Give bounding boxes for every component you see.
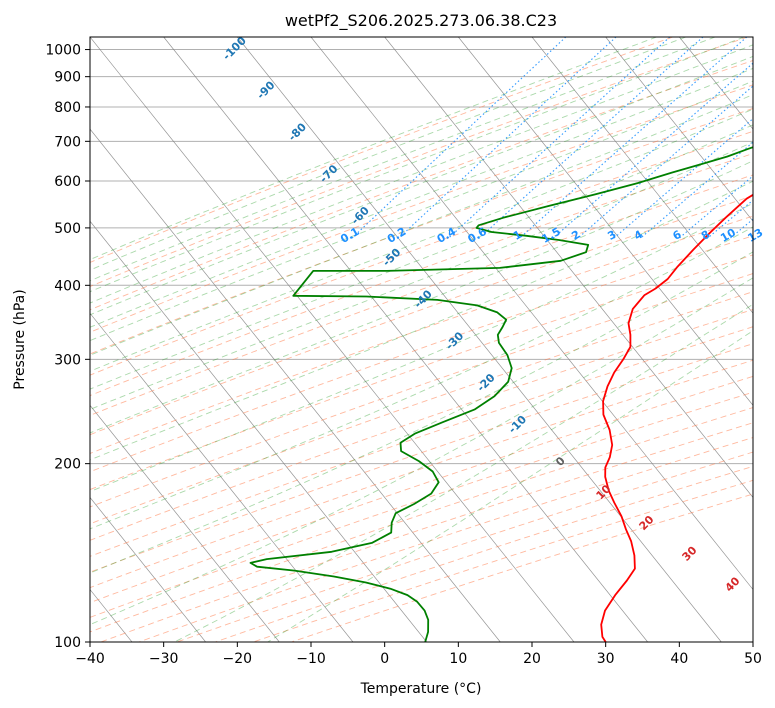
isotherm-line bbox=[90, 312, 354, 642]
isotherm-line bbox=[531, 37, 753, 314]
plot-frame bbox=[89, 36, 754, 643]
moist-adiabat-line bbox=[90, 160, 753, 434]
y-tick-label: 300 bbox=[54, 352, 81, 368]
dry-adiabat-line bbox=[90, 375, 753, 604]
moist-adiabat-line bbox=[90, 180, 753, 461]
isotherm-line bbox=[90, 37, 575, 642]
x-tick-label: 30 bbox=[597, 651, 615, 667]
mixing-ratio-line bbox=[478, 37, 704, 239]
dry-adiabat-line bbox=[90, 130, 753, 376]
chart-title: wetPf2_S206.2025.273.06.38.C23 bbox=[285, 11, 557, 31]
mixing-ratio-line bbox=[639, 141, 753, 239]
dry-adiabat-line bbox=[90, 37, 673, 263]
moist-adiabat-line bbox=[90, 94, 753, 356]
y-tick-label: 200 bbox=[54, 457, 81, 473]
x-tick-label: −40 bbox=[75, 651, 105, 667]
moist-adiabat-line bbox=[90, 124, 753, 390]
x-axis-ticks: −40 −30 −20 −10 0 10 20 30 40 50 bbox=[75, 642, 762, 667]
dry-adiabat-line bbox=[90, 37, 748, 287]
sounding-series bbox=[249, 146, 753, 642]
mixing-ratio-line bbox=[552, 62, 753, 239]
y-tick-label: 1000 bbox=[45, 43, 81, 59]
isotherm-line bbox=[0, 37, 58, 642]
dry-adiabat-line bbox=[90, 174, 753, 416]
x-tick-label: −20 bbox=[223, 651, 253, 667]
mixing-ratio-line bbox=[519, 37, 748, 239]
isotherm-line bbox=[752, 37, 753, 38]
moist-adiabat-line bbox=[90, 55, 753, 316]
y-tick-label: 600 bbox=[54, 174, 81, 190]
isotherm-line bbox=[90, 404, 280, 642]
isotherm-line bbox=[90, 128, 501, 642]
dry-adiabat-line bbox=[90, 343, 753, 573]
y-tick-label: 900 bbox=[54, 70, 81, 86]
isotherm-line bbox=[458, 37, 753, 406]
moist-adiabat-line bbox=[90, 37, 716, 282]
x-tick-label: −10 bbox=[296, 651, 326, 667]
y-tick-label: 400 bbox=[54, 278, 81, 294]
y-tick-label: 800 bbox=[54, 100, 81, 116]
y-tick-label: 700 bbox=[54, 134, 81, 150]
dry-adiabat-line bbox=[90, 84, 753, 333]
background-lines bbox=[0, 37, 775, 642]
x-tick-label: −30 bbox=[149, 651, 179, 667]
dry-adiabat-line bbox=[90, 195, 753, 436]
isotherm-line bbox=[237, 37, 722, 642]
moist-adiabat-line bbox=[90, 37, 687, 271]
x-tick-label: 10 bbox=[449, 651, 467, 667]
plot-background bbox=[90, 37, 753, 642]
x-tick-label: 0 bbox=[380, 651, 389, 667]
x-tick-label: 50 bbox=[744, 651, 762, 667]
y-tick-label: 100 bbox=[54, 635, 81, 651]
dry-adiabat-line bbox=[90, 391, 753, 618]
moist-adiabat-line bbox=[90, 67, 753, 328]
dry-adiabat-line bbox=[90, 107, 753, 355]
isotherm-line bbox=[90, 220, 427, 642]
isotherm-line bbox=[605, 37, 753, 222]
dry-adiabat-line bbox=[90, 60, 753, 311]
isotherm-line bbox=[90, 496, 206, 642]
moist-adiabat-line bbox=[90, 37, 745, 293]
x-tick-label: 20 bbox=[523, 651, 541, 667]
isotherm-line bbox=[384, 37, 753, 498]
dry-adiabat-line bbox=[90, 254, 753, 491]
moist-adiabat-line bbox=[90, 44, 753, 304]
moist-adiabat-line bbox=[90, 80, 753, 342]
mixing-ratio-line bbox=[757, 37, 775, 238]
y-axis-ticks: 100 200 300 400 500 600 700 800 900 1000 bbox=[45, 43, 90, 651]
moist-adiabat-line bbox=[90, 37, 657, 261]
mixing-ratio-line bbox=[447, 37, 671, 239]
x-tick-label: 40 bbox=[670, 651, 688, 667]
mixing-ratio-line bbox=[577, 85, 753, 239]
y-axis-label: Pressure (hPa) bbox=[12, 289, 28, 389]
x-axis-label: Temperature (°C) bbox=[360, 681, 482, 697]
dry-adiabat-line bbox=[90, 291, 753, 525]
temperature-line bbox=[600, 193, 753, 642]
y-tick-label: 500 bbox=[54, 221, 81, 237]
dewpoint-line bbox=[249, 146, 753, 642]
isotherm-line bbox=[163, 37, 648, 642]
mixing-ratio-line bbox=[398, 37, 617, 239]
dry-adiabat-line bbox=[90, 235, 753, 473]
